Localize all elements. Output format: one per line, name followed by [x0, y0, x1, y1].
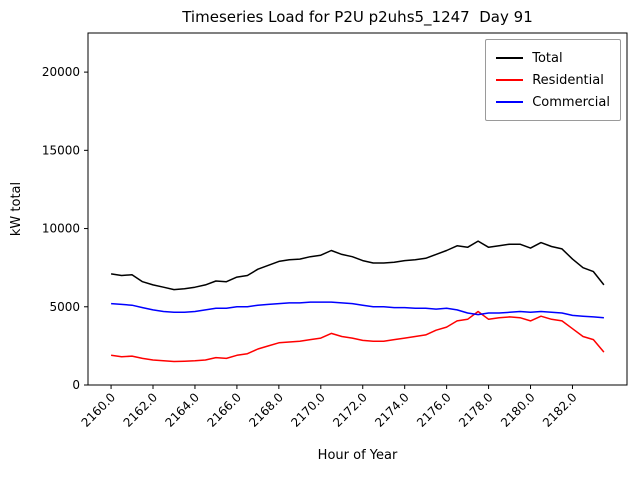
residential-line-swatch: [496, 79, 524, 81]
legend-item-commercial: Commercial: [496, 91, 610, 113]
y-tick-label: 5000: [49, 300, 80, 314]
legend-label-residential: Residential: [532, 72, 604, 88]
y-axis-label: kW total: [9, 181, 24, 237]
x-tick-label: 2176.0: [414, 390, 454, 430]
x-tick-label: 2174.0: [372, 390, 412, 430]
axes-frame: [87, 32, 628, 386]
legend-item-residential: Residential: [496, 69, 610, 91]
legend: Total Residential Commercial: [485, 39, 621, 121]
x-tick-label: 2168.0: [246, 390, 286, 430]
series-line-total: [110, 240, 605, 291]
series-line-commercial: [111, 301, 604, 319]
series-line-residential: [110, 310, 605, 363]
x-tick-label: 2162.0: [121, 390, 161, 430]
x-tick-label: 2170.0: [288, 390, 328, 430]
legend-label-commercial: Commercial: [532, 94, 610, 110]
y-tick-label: 20000: [42, 65, 80, 79]
chart-title: Timeseries Load for P2U p2uhs5_1247 Day …: [182, 8, 533, 26]
x-tick-label: 2166.0: [204, 390, 244, 430]
x-tick-label: 2164.0: [162, 390, 202, 430]
x-axis-label: Hour of Year: [317, 448, 398, 463]
y-tick-label: 0: [72, 378, 80, 392]
total-line-swatch: [496, 57, 524, 59]
x-tick-label: 2180.0: [498, 390, 538, 430]
x-tick-label: 2160.0: [79, 390, 119, 430]
legend-item-total: Total: [496, 47, 610, 69]
y-tick-label: 10000: [42, 222, 80, 236]
legend-label-total: Total: [532, 50, 563, 66]
y-tick-label: 15000: [42, 143, 80, 157]
commercial-line-swatch: [496, 101, 524, 103]
x-tick-label: 2172.0: [330, 390, 370, 430]
x-tick-label: 2182.0: [540, 390, 580, 430]
x-tick-label: 2178.0: [456, 390, 496, 430]
